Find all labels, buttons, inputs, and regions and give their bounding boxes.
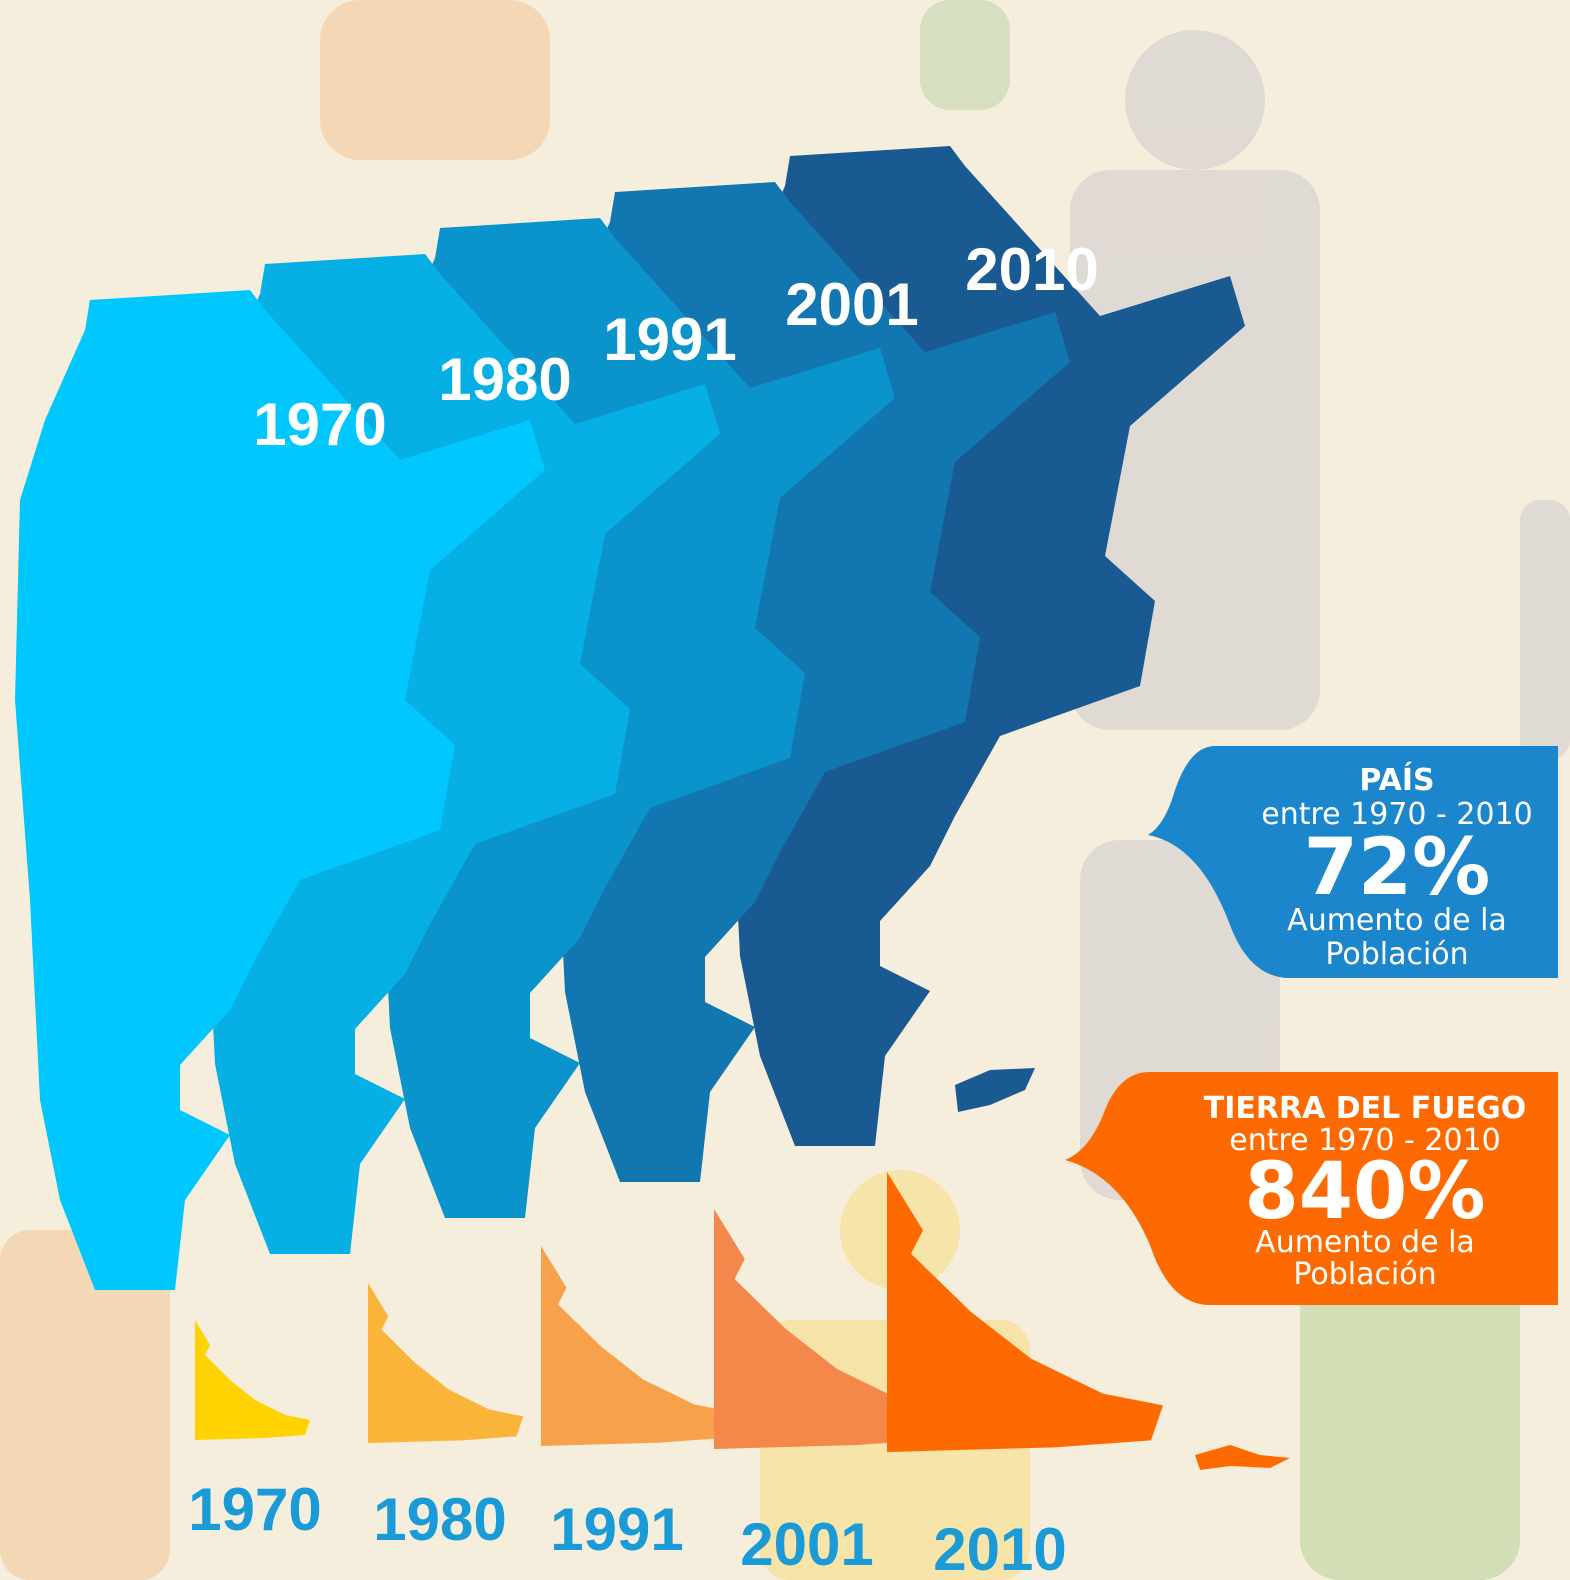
- tdf-year-label: 1991: [550, 1496, 683, 1563]
- map-year-label: 1980: [438, 346, 571, 413]
- pais-caption: Población: [1325, 937, 1468, 972]
- tdf-year-label: 2001: [740, 1511, 873, 1578]
- tdf-caption: Población: [1293, 1257, 1436, 1292]
- figure: [1520, 500, 1570, 760]
- figure: [1125, 30, 1265, 170]
- infographic: PAÍS entre 1970 - 2010 72% Aumento de la…: [0, 0, 1570, 1580]
- tdf-year-label: 2010: [933, 1516, 1066, 1580]
- pais-value: 72%: [1304, 823, 1491, 913]
- figure: [920, 0, 1010, 110]
- map-year-label: 2001: [785, 271, 918, 338]
- map-year-label: 1970: [253, 391, 386, 458]
- figure: [320, 0, 550, 160]
- tdf-year-label: 1970: [188, 1476, 321, 1543]
- pais-caption: Aumento de la: [1287, 903, 1507, 938]
- map-year-label: 1991: [603, 306, 736, 373]
- tdf-value: 840%: [1245, 1147, 1486, 1237]
- tdf-title: TIERRA DEL FUEGO: [1204, 1091, 1526, 1126]
- tdf-caption: Aumento de la: [1255, 1225, 1475, 1260]
- pais-title: PAÍS: [1359, 762, 1434, 798]
- map-year-label: 2010: [965, 236, 1098, 303]
- page: PAÍS entre 1970 - 2010 72% Aumento de la…: [0, 0, 1570, 1580]
- tdf-year-label: 1980: [373, 1486, 506, 1553]
